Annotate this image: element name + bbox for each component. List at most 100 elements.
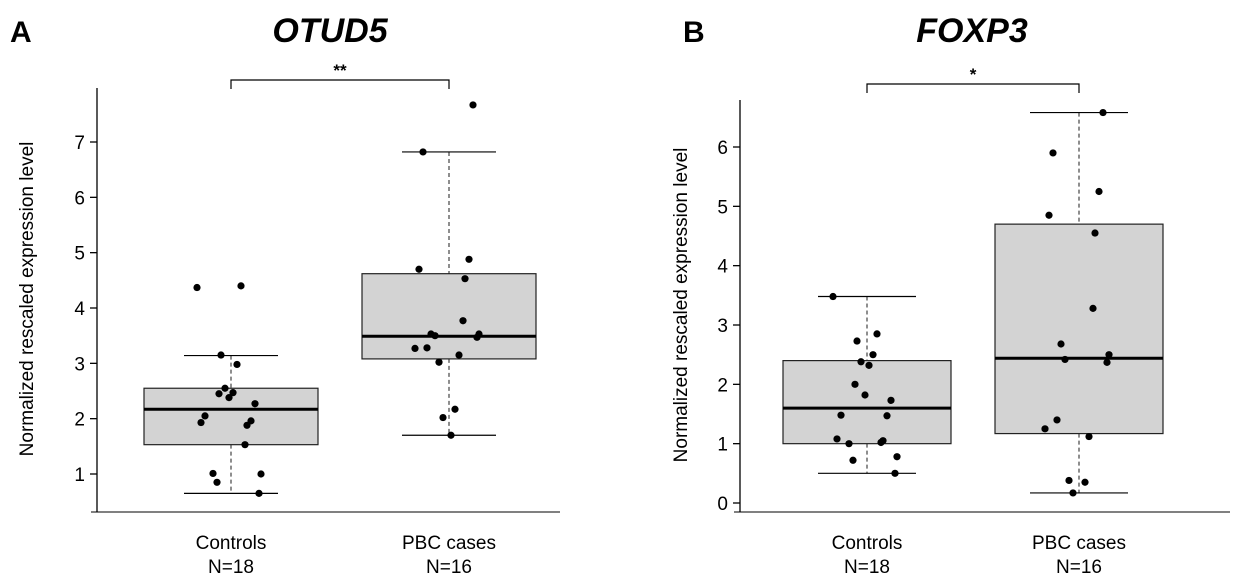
panel-a-pbc-point (435, 358, 443, 366)
panel-b-y-tick-label: 0 (717, 494, 728, 515)
panel-a-category-controls: Controls (196, 533, 267, 554)
panel-b-controls-box (782, 360, 952, 445)
panel-b-controls-point (891, 469, 899, 477)
panel-b-controls-point (877, 438, 885, 447)
panel-a-y-tick-label: 5 (74, 244, 85, 265)
panel-a-controls-point (225, 394, 233, 402)
panel-b-y-tick-label: 5 (717, 197, 728, 218)
panel-b-controls-point (865, 361, 873, 369)
panel-b-significance-label: * (970, 65, 977, 84)
panel-a-y-tick-label: 4 (74, 299, 85, 320)
panel-a-ylabel: Normalized rescaled expression level (17, 142, 38, 457)
panel-a-controls-point (215, 390, 223, 398)
panel-b-y-tick-label: 4 (717, 257, 728, 278)
panel-b-pbc-point (1081, 478, 1089, 486)
panel-b-pbc-point (1105, 351, 1113, 359)
panel-a-pbc-point (411, 344, 419, 352)
panel-a-controls-point (201, 412, 209, 420)
panel-a-controls-point (257, 470, 265, 478)
panel-b-y-tick-label: 3 (717, 316, 728, 337)
panel-b-title: FOXP3 (916, 12, 1028, 50)
panel-b-controls-point (857, 358, 865, 366)
panel-b-pbc-point (1041, 425, 1049, 433)
panel-a-controls-point (251, 400, 259, 408)
panel-b-y-tick-label: 1 (717, 435, 728, 456)
panel-a-significance-bracket (230, 79, 450, 89)
panel-a-controls-point (243, 421, 251, 429)
panel-b-controls-point (883, 412, 891, 420)
panel-b-pbc-point (1069, 489, 1077, 497)
panel-a-pbc-point (461, 275, 469, 283)
panel-b-category-pbc: PBC cases (1032, 533, 1126, 554)
panel-b-controls-point (893, 453, 901, 461)
panel-a-controls-point (193, 283, 201, 292)
panel-a-y-tick-label: 6 (74, 188, 85, 209)
panel-a-plot: 1 2 3 4 5 6 7 ** (74, 61, 560, 513)
panel-b-pbc-box (994, 223, 1164, 435)
panel-a-controls-point (237, 282, 245, 290)
panel-a-pbc-point (455, 351, 463, 359)
panel-b-pbc-point (1057, 340, 1065, 348)
panel-b-pbc-point (1045, 211, 1053, 219)
panel-a-controls-point (241, 441, 249, 449)
panel-b-pbc-point (1061, 355, 1069, 364)
panel-b-ylabel: Normalized rescaled expression level (671, 148, 692, 463)
panel-b-pbc-point (1095, 187, 1103, 196)
panel-b-controls-point (845, 440, 853, 448)
panel-b-controls-point (869, 351, 877, 359)
panel-a-pbc-point (451, 405, 459, 413)
panel-b-controls-point (851, 380, 859, 388)
panel-a-pbc-point (423, 344, 431, 352)
panel-b-controls-point (833, 435, 841, 443)
panel-a-y-tick-label: 2 (74, 410, 85, 431)
panel-b-pbc-point (1091, 229, 1099, 237)
panel-b-controls-point (861, 391, 869, 399)
panel-a-controls-point (217, 351, 225, 359)
panel-a-controls-point (209, 469, 217, 478)
panel-a-category-controls-n: N=18 (208, 557, 254, 578)
panel-a-y-tick-label: 7 (74, 133, 85, 154)
panel-b-category-controls: Controls (832, 533, 903, 554)
panel-a-controls-point (213, 478, 221, 486)
panel-a-controls-point (233, 360, 241, 369)
panel-b-controls-point (873, 330, 881, 338)
panel-a-category-pbc: PBC cases (402, 533, 496, 554)
panel-b-y-tick-label: 6 (717, 138, 728, 159)
panel-b-pbc-point (1089, 304, 1097, 312)
panel-b-plot: 0 1 2 3 4 5 6 * (717, 65, 1230, 515)
panel-b-letter: B (683, 16, 705, 49)
panel-b-category-pbc-n: N=16 (1056, 557, 1102, 578)
panel-b-controls-point (887, 396, 895, 404)
panel-b-controls-point (837, 411, 845, 419)
panel-b-pbc-point (1065, 476, 1073, 485)
panel-b-pbc-point (1085, 432, 1093, 441)
panel-a-controls-point (229, 389, 237, 397)
panel-a-pbc-point (415, 265, 423, 273)
panel-b-pbc-point (1103, 358, 1111, 366)
panel-a-pbc-point (419, 148, 427, 156)
panel-a-pbc-point (459, 317, 467, 325)
panel-a-pbc-point (447, 431, 455, 439)
panel-a-pbc-point (465, 255, 473, 263)
panel-a-category-pbc-n: N=16 (426, 557, 472, 578)
panel-b-pbc-point (1099, 108, 1107, 117)
panel-b-controls-point (829, 292, 837, 301)
panel-a-pbc-point (473, 333, 481, 341)
panel-a-controls-point (221, 384, 229, 392)
panel-a-controls-point (255, 489, 263, 497)
panel-a-title: OTUD5 (272, 12, 388, 50)
panel-a-y-tick-label: 1 (74, 465, 85, 486)
panel-b-y-tick-label: 2 (717, 375, 728, 396)
panel-a-pbc-point (439, 413, 447, 422)
panel-b-pbc-point (1049, 149, 1057, 157)
panel-a-pbc-point (469, 101, 477, 109)
panel-a-y-tick-label: 3 (74, 354, 85, 375)
panel-b-category-controls-n: N=18 (844, 557, 890, 578)
panel-a-controls-point (197, 418, 205, 427)
panel-a-pbc-point (431, 332, 439, 340)
panel-a-letter: A (10, 16, 32, 49)
panel-b-pbc-point (1053, 416, 1061, 424)
panel-a-pbc-box (361, 273, 537, 360)
panel-b-significance-bracket (866, 83, 1080, 93)
